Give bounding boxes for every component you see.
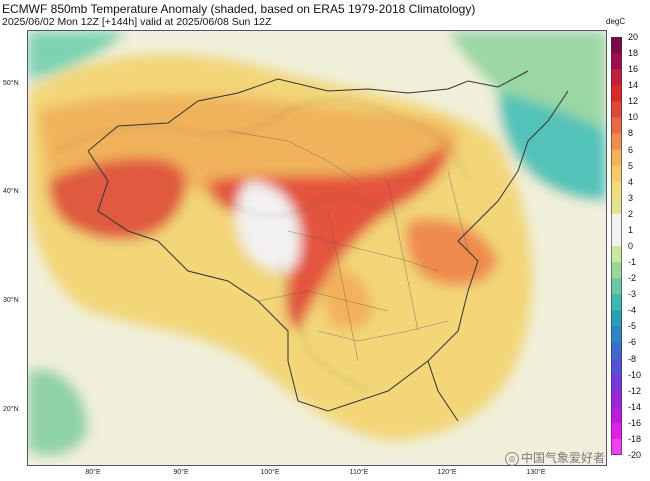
colorbar-segment	[611, 213, 622, 231]
colorbar-unit: degC	[606, 17, 626, 26]
colorbar-tick-label: 3	[628, 192, 634, 203]
colorbar-tick-label: 2	[628, 208, 634, 219]
colorbar-tick-label: 10	[628, 112, 639, 123]
colorbar-tick-label: 1	[628, 224, 634, 235]
colorbar-tick-label: -18	[628, 433, 642, 444]
colorbar-tick-label: 20	[628, 32, 639, 42]
colorbar-tick-label: -2	[628, 273, 637, 284]
colorbar-outline	[611, 37, 622, 455]
colorbar-tick-label: 8	[628, 128, 634, 139]
lat-label-30: 30°N	[3, 297, 19, 304]
colorbar-tick-label: -12	[628, 385, 642, 396]
colorbar-tick-label: 18	[628, 48, 639, 59]
lat-label-20: 20°N	[3, 406, 19, 413]
colorbar-segment	[611, 342, 622, 359]
map-subtitle: 2025/06/02 Mon 12Z [+144h] valid at 2025…	[2, 16, 272, 28]
colorbar-tick-label: -14	[628, 401, 642, 412]
colorbar-segment	[611, 101, 622, 118]
colorbar-tick-label: -4	[628, 305, 637, 316]
colorbar-segment	[611, 229, 622, 247]
colorbar-tick-label: -1	[628, 257, 637, 268]
colorbar-segment	[611, 85, 622, 102]
colorbar-tick-label: -20	[628, 450, 642, 460]
colorbar-segment	[611, 149, 622, 167]
colorbar-segment	[611, 117, 622, 134]
anomaly-map-canvas	[28, 31, 606, 465]
colorbar-tick-label: -3	[628, 289, 637, 300]
colorbar-segment	[611, 422, 622, 440]
lon-label-110: 110°E	[349, 469, 369, 476]
colorbar-segment	[611, 53, 622, 70]
colorbar-tick-label: -5	[628, 321, 637, 332]
colorbar-segment	[611, 133, 622, 150]
colorbar-tick-label: -16	[628, 417, 642, 428]
lat-label-40: 40°N	[3, 188, 19, 195]
lon-label-130: 130°E	[526, 469, 546, 476]
colorbar-segment	[611, 326, 622, 343]
colorbar-tick-label: 14	[628, 80, 639, 91]
colorbar-tick-label: 6	[628, 144, 634, 155]
colorbar-segment	[611, 278, 622, 295]
colorbar-segment	[611, 406, 622, 424]
colorbar-tick-label: -6	[628, 337, 637, 348]
colorbar-segment	[611, 294, 622, 311]
colorbar-tick-label: 5	[628, 160, 634, 171]
colorbar-segment	[611, 358, 622, 376]
colorbar-tick-label: 4	[628, 176, 634, 187]
map-title: ECMWF 850mb Temperature Anomaly (shaded,…	[2, 2, 476, 16]
colorbar-tick-label: 0	[628, 241, 634, 251]
colorbar-segment	[611, 181, 622, 199]
colorbar-segment	[611, 438, 622, 455]
colorbar-segment	[611, 262, 622, 279]
colorbar-segment	[611, 390, 622, 408]
lon-label-120: 120°E	[437, 469, 457, 476]
colorbar-segment	[611, 69, 622, 86]
lat-label-50: 50°N	[3, 80, 19, 87]
colorbar-tick-label: 16	[628, 64, 639, 75]
lon-label-100: 100°E	[260, 469, 280, 476]
colorbar-segment	[611, 165, 622, 183]
weibo-icon: ◎	[505, 451, 519, 466]
colorbar-segment	[611, 37, 622, 54]
lon-label-90: 90°E	[173, 469, 189, 476]
anomaly-map	[27, 30, 607, 466]
lon-label-80: 80°E	[85, 469, 101, 476]
colorbar-segment	[611, 197, 622, 215]
colorbar-segment	[611, 310, 622, 327]
colorbar	[611, 37, 622, 455]
watermark: ◎ 中国气象爱好者	[505, 449, 605, 466]
colorbar-segment	[611, 246, 622, 263]
colorbar-tick-label: 12	[628, 96, 639, 107]
colorbar-tick-label: -10	[628, 369, 642, 380]
colorbar-tick-label: -8	[628, 353, 637, 364]
colorbar-segment	[611, 374, 622, 392]
watermark-text: 中国气象爱好者	[521, 451, 606, 465]
